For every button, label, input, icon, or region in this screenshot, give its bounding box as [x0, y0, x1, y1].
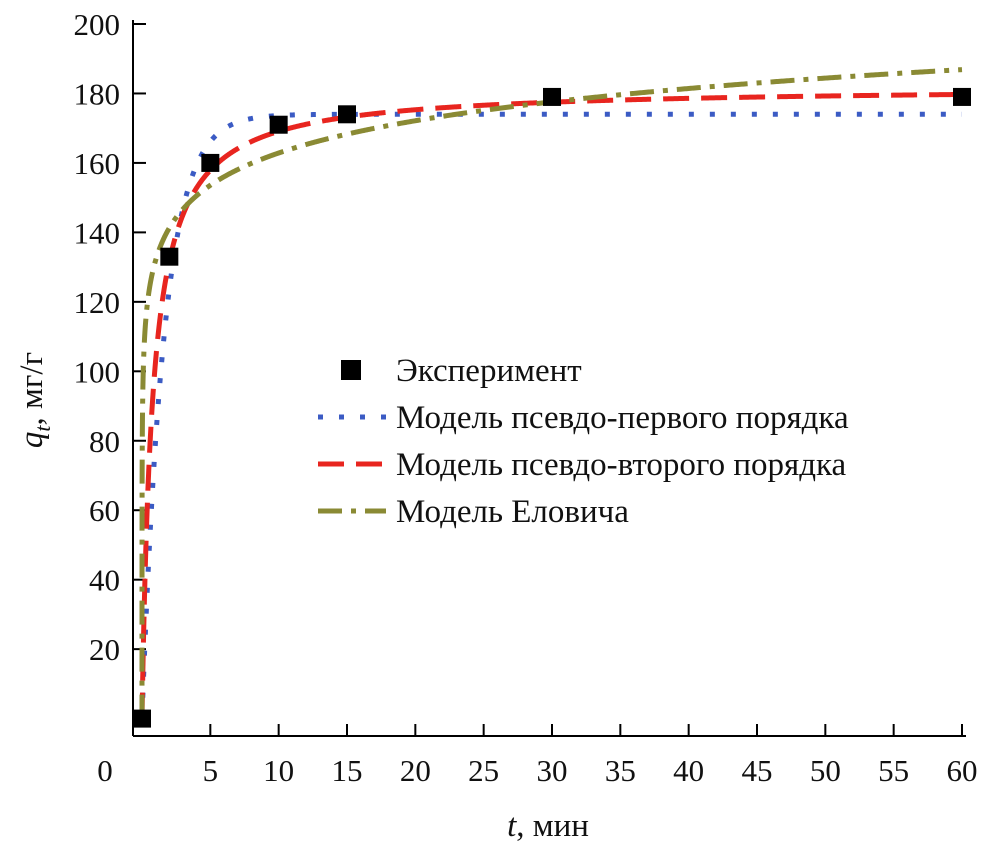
- x-tick-label: 60: [947, 753, 978, 788]
- x-tick-label: 20: [400, 753, 431, 788]
- legend-label: Эксперимент: [396, 353, 582, 389]
- experiment-point: [953, 87, 971, 106]
- x-tick-label: 15: [332, 753, 363, 788]
- y-tick-label: 180: [74, 76, 121, 111]
- experiment-point: [269, 115, 288, 134]
- model-curves: [139, 67, 963, 719]
- x-tick-label: 5: [203, 753, 219, 788]
- experiment-point: [338, 105, 356, 124]
- y-tick-label: 200: [74, 7, 121, 42]
- experiment-point: [133, 709, 151, 728]
- x-tick-label: 40: [673, 753, 704, 788]
- legend-label: Модель псевдо-первого порядка: [396, 400, 849, 436]
- x-axis-label: t, мин: [507, 808, 589, 844]
- y-tick-label: 100: [74, 354, 121, 389]
- curve-pso: [139, 91, 963, 719]
- x-tick-label: 55: [878, 753, 909, 788]
- experiment-point: [160, 247, 179, 266]
- experiment-point: [201, 153, 220, 172]
- x-tick-label: 35: [605, 753, 636, 788]
- legend-label: Модель псевдо-второго порядка: [396, 447, 847, 483]
- y-tick-label: 20: [89, 632, 120, 667]
- legend: Эксперимент Модель псевдо-первого порядка…: [318, 353, 849, 530]
- y-axis-label: qt, мг/г: [14, 352, 55, 448]
- x-tick-label: 30: [537, 753, 568, 788]
- experiment-point: [543, 87, 561, 106]
- x-tick-label: 10: [263, 753, 294, 788]
- legend-marker-experiment: [341, 360, 361, 380]
- y-tick-label: 140: [74, 215, 121, 250]
- curve-pfo: [139, 111, 962, 719]
- x-tick-label: 0: [97, 753, 113, 788]
- y-tick-label: 80: [89, 424, 120, 459]
- x-tick-label: 25: [468, 753, 499, 788]
- experiment-points: [133, 87, 971, 728]
- x-tick-label: 50: [810, 753, 841, 788]
- x-tick-label: 45: [742, 753, 773, 788]
- legend-label: Модель Еловича: [396, 494, 629, 530]
- axes: 0 5 10 15 20 25 30 35 40 45 50 55 60 20 40 60 80 100 120 14…: [74, 7, 978, 788]
- y-tick-label: 160: [74, 146, 121, 181]
- y-tick-label: 60: [89, 493, 120, 528]
- curve-elovich: [139, 67, 963, 719]
- y-tick-label: 120: [74, 285, 121, 320]
- y-tick-label: 40: [89, 563, 120, 598]
